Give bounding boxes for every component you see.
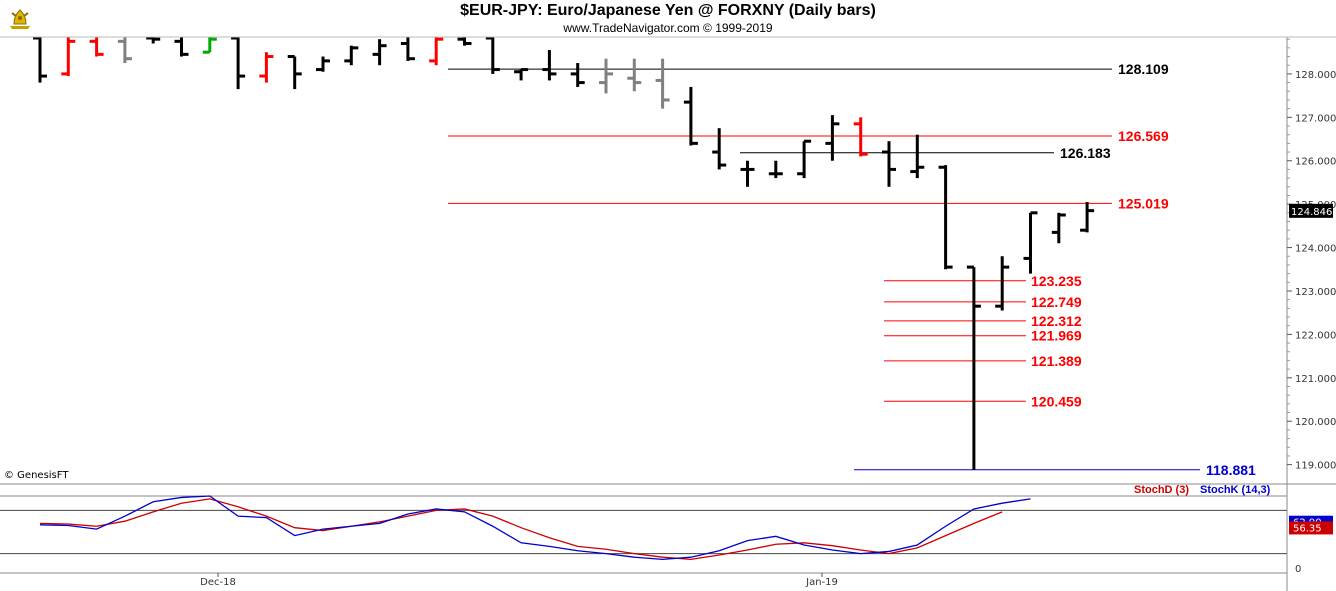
x-tick-label: Jan-19 <box>805 577 838 588</box>
ohlc-bar <box>89 37 104 57</box>
y-tick-label: 119.000 <box>1295 461 1336 472</box>
ohlc-bar <box>400 37 415 61</box>
y-tick-label: 123.000 <box>1295 287 1336 298</box>
ohlc-bar <box>33 36 47 83</box>
level-label: 120.459 <box>1031 393 1082 409</box>
stoch-k-line <box>39 495 1031 561</box>
ohlc-bar <box>655 58 670 109</box>
ohlc-bar <box>372 39 387 66</box>
y-tick-label: 126.000 <box>1295 157 1336 168</box>
ohlc-bar <box>61 37 76 77</box>
chart-title: $EUR-JPY: Euro/Japanese Yen @ FORXNY (Da… <box>460 2 876 19</box>
y-tick-label: 128.000 <box>1295 70 1336 81</box>
ohlc-bar <box>1080 201 1095 233</box>
stoch-d-value-label: 56.35 <box>1293 523 1322 534</box>
x-tick-label: Dec-18 <box>200 577 236 588</box>
ohlc-bar <box>542 50 557 81</box>
trade-navigator-bull-icon <box>6 4 34 32</box>
stoch-y-tick-label: 0 <box>1295 564 1301 575</box>
ohlc-bar <box>231 36 246 90</box>
ohlc-bar <box>202 37 217 54</box>
ohlc-bar <box>344 45 359 66</box>
ohlc-bar <box>514 68 529 81</box>
ohlc-bar <box>1023 211 1038 274</box>
y-tick-label: 124.000 <box>1295 244 1336 255</box>
level-label: 123.235 <box>1031 273 1082 289</box>
chart-subtitle: www.TradeNavigator.com © 1999-2019 <box>563 21 773 35</box>
y-tick-label: 127.000 <box>1295 113 1336 124</box>
ohlc-bar <box>882 141 896 187</box>
level-label: 121.969 <box>1031 328 1082 344</box>
ohlc-bar <box>825 115 840 161</box>
level-label: 122.749 <box>1031 294 1082 310</box>
ohlc-bar <box>768 160 783 179</box>
level-label: 121.389 <box>1031 353 1082 369</box>
ohlc-bar <box>966 265 981 470</box>
chart-header: $EUR-JPY: Euro/Japanese Yen @ FORXNY (Da… <box>0 0 1336 37</box>
stoch-legend-bar <box>0 484 1287 496</box>
ohlc-bar <box>910 134 925 179</box>
ohlc-bar <box>570 63 585 87</box>
ohlc-bar <box>146 36 161 44</box>
ohlc-bar <box>797 139 812 179</box>
ohlc-bar <box>485 36 500 74</box>
stoch-d-line <box>39 498 1003 561</box>
ohlc-bar <box>599 58 613 94</box>
ohlc-bar <box>740 160 755 187</box>
last-price-box <box>1289 203 1333 218</box>
ohlc-bar <box>174 37 189 57</box>
level-label: 118.881 <box>1206 462 1256 478</box>
last-price-label: 124.846 <box>1291 207 1332 218</box>
ohlc-bar <box>712 128 727 170</box>
ohlc-bar <box>457 37 472 46</box>
ohlc-bar <box>938 165 953 270</box>
stoch-d-value-box <box>1289 521 1333 535</box>
watermark-text: © GenesisFT <box>4 470 69 481</box>
ohlc-bar <box>429 37 444 66</box>
ohlc-bar <box>287 55 302 90</box>
level-label: 125.019 <box>1118 195 1169 211</box>
y-tick-label: 121.000 <box>1295 374 1336 385</box>
level-label: 126.569 <box>1118 128 1169 144</box>
ohlc-bar <box>995 256 1010 311</box>
level-label: 128.109 <box>1118 61 1169 77</box>
legend-stoch-d: StochD (3) <box>1134 484 1189 496</box>
ohlc-bar <box>316 56 330 72</box>
ohlc-bar <box>1051 212 1066 244</box>
y-tick-label: 120.000 <box>1295 417 1336 428</box>
price-axis <box>1287 37 1336 482</box>
level-label: 122.312 <box>1031 313 1082 329</box>
level-label: 126.183 <box>1060 145 1111 161</box>
y-tick-label: 122.000 <box>1295 330 1336 341</box>
ohlc-bar <box>627 58 642 92</box>
ohlc-bar <box>259 52 274 83</box>
ohlc-bar <box>853 117 868 157</box>
ohlc-bar <box>117 37 132 64</box>
legend-stoch-k: StochK (14,3) <box>1200 484 1271 496</box>
ohlc-bar <box>683 86 698 146</box>
